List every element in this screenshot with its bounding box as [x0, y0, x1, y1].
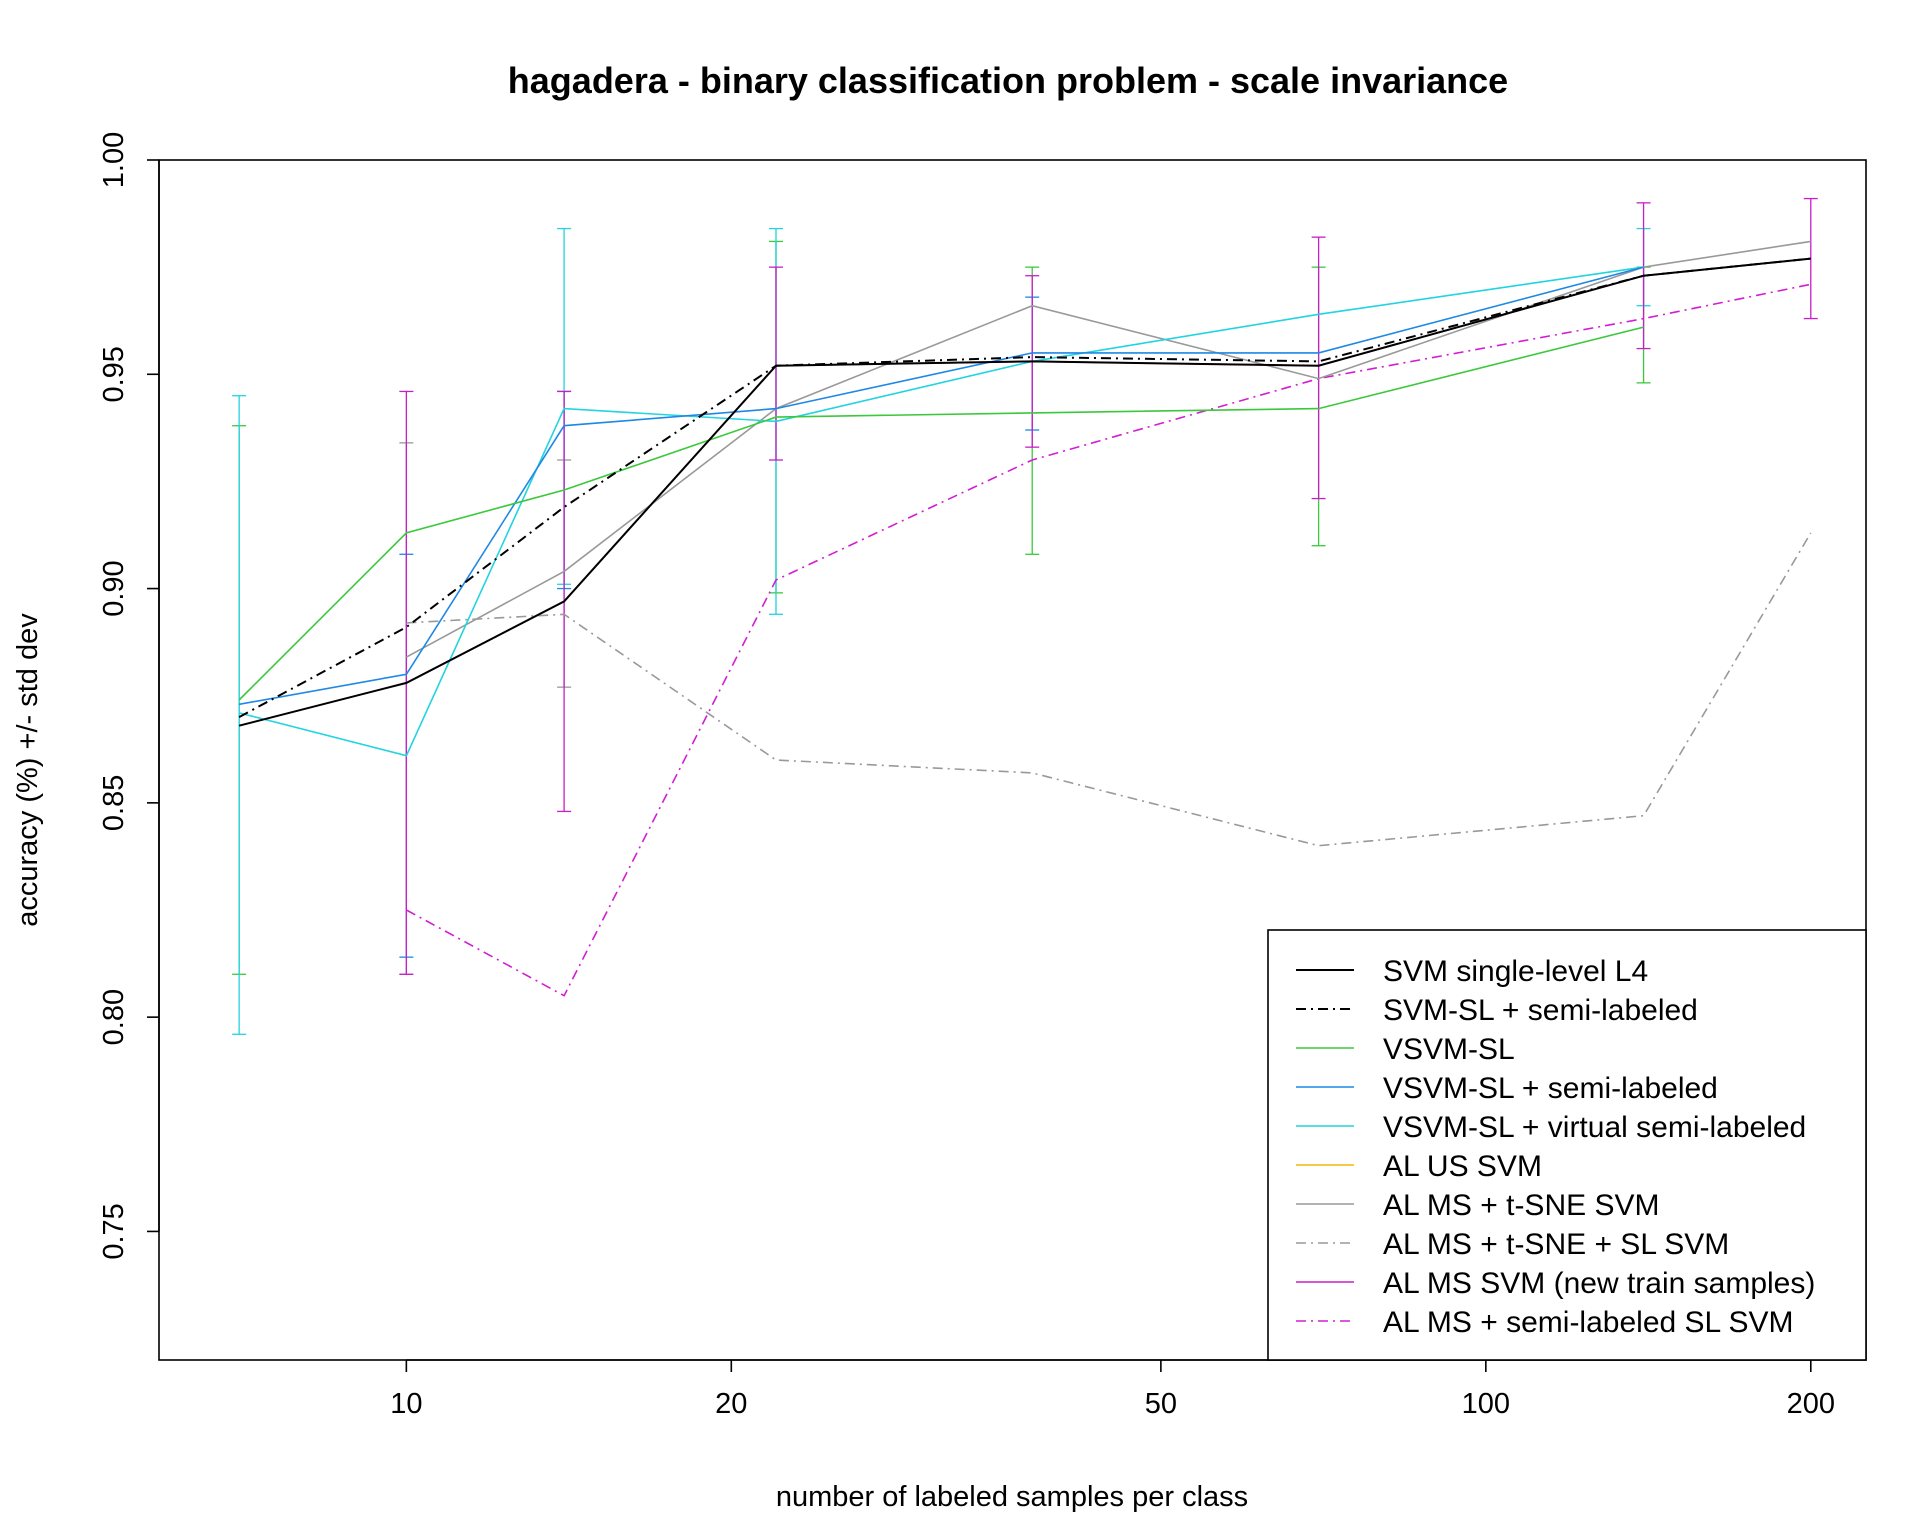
- legend-label: AL MS + semi-labeled SL SVM: [1383, 1306, 1793, 1339]
- series-line: [238, 257, 1811, 718]
- chart-title: hagadera - binary classification problem…: [508, 60, 1508, 101]
- legend-box: [1267, 929, 1867, 1361]
- y-tick-label: 0.75: [98, 1203, 130, 1259]
- legend-label: AL MS + t-SNE + SL SVM: [1383, 1228, 1729, 1261]
- legend: SVM single-level L4 SVM-SL + semi-labeled…: [1267, 929, 1867, 1361]
- y-tick-label: 1.00: [98, 132, 130, 188]
- series-line: [238, 326, 1644, 701]
- x-tick-label: 50: [1145, 1388, 1177, 1420]
- series-line: [406, 257, 1811, 684]
- y-tick-label: 0.95: [98, 346, 130, 402]
- series-lines: [238, 240, 1812, 997]
- legend-label: AL US SVM: [1383, 1150, 1542, 1183]
- y-tick-label: 0.90: [98, 560, 130, 616]
- x-tick-label: 10: [390, 1388, 422, 1420]
- y-axis-label: accuracy (%) +/- std dev: [12, 613, 44, 927]
- legend-label: VSVM-SL + virtual semi-labeled: [1383, 1111, 1806, 1144]
- legend-label: AL MS + t-SNE SVM: [1383, 1189, 1659, 1222]
- legend-label: VSVM-SL: [1383, 1033, 1515, 1066]
- y-tick-label: 0.80: [98, 989, 130, 1045]
- x-tick-label: 200: [1787, 1388, 1835, 1420]
- legend-label: VSVM-SL + semi-labeled: [1383, 1072, 1718, 1105]
- x-tick-label: 100: [1462, 1388, 1510, 1420]
- legend-label: SVM-SL + semi-labeled: [1383, 994, 1698, 1027]
- series-line: [406, 283, 1811, 997]
- legend-label: SVM single-level L4: [1383, 955, 1648, 988]
- x-axis-label: number of labeled samples per class: [776, 1481, 1248, 1513]
- series-line: [238, 266, 1644, 757]
- legend-label: AL MS SVM (new train samples): [1383, 1267, 1815, 1300]
- x-axis: 10 20 50 100 200: [390, 1359, 1835, 1420]
- y-tick-label: 0.85: [98, 775, 130, 831]
- series-line: [406, 532, 1812, 847]
- series-line: [238, 257, 1811, 727]
- series-line: [406, 240, 1811, 658]
- y-axis: 0.75 0.80 0.85 0.90 0.95 1.00: [98, 132, 160, 1260]
- series-line: [238, 266, 1644, 706]
- x-tick-label: 20: [715, 1388, 747, 1420]
